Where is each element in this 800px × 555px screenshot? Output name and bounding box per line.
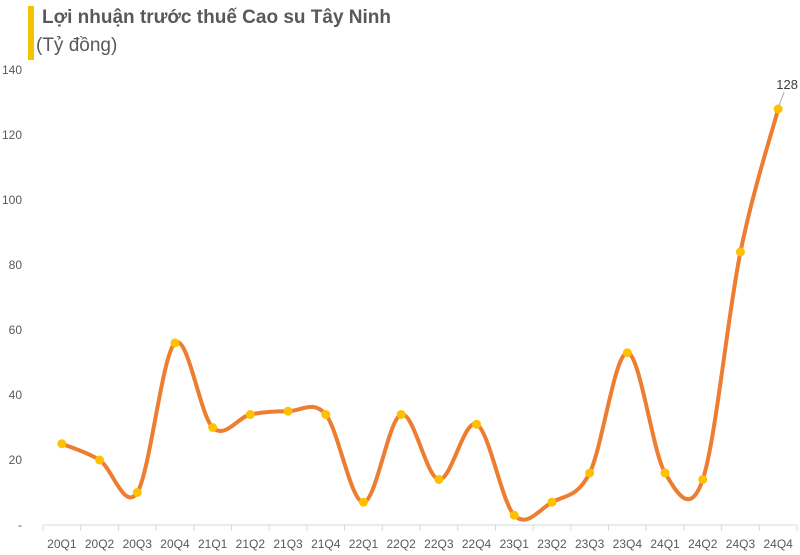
y-tick-label: 60 xyxy=(9,323,23,337)
data-point-21Q3 xyxy=(283,406,293,416)
data-point-20Q2 xyxy=(95,455,105,465)
data-point-22Q2 xyxy=(396,410,406,419)
x-tick-label: 24Q4 xyxy=(763,537,793,551)
data-point-23Q3 xyxy=(585,468,595,478)
x-tick-label: 21Q1 xyxy=(198,537,228,551)
chart-title: Lợi nhuận trước thuế Cao su Tây Ninh xyxy=(42,7,392,28)
data-label-24Q4: 128 xyxy=(776,77,798,92)
x-tick-label: 20Q2 xyxy=(85,537,115,551)
data-point-21Q1 xyxy=(208,423,218,432)
data-point-23Q2 xyxy=(547,497,557,507)
y-tick-label: - xyxy=(18,518,22,532)
data-point-24Q1 xyxy=(660,468,670,478)
x-tick-label: 20Q3 xyxy=(123,537,153,551)
data-point-22Q3 xyxy=(434,475,444,484)
y-tick-label: 40 xyxy=(9,388,23,402)
x-tick-label: 22Q2 xyxy=(386,537,416,551)
data-point-20Q3 xyxy=(132,488,142,497)
x-tick-label: 23Q2 xyxy=(537,537,567,551)
x-tick-label: 24Q3 xyxy=(726,537,756,551)
data-point-20Q1 xyxy=(57,439,67,449)
data-point-23Q4 xyxy=(622,348,632,358)
x-tick-label: 24Q2 xyxy=(688,537,718,551)
y-tick-label: 140 xyxy=(2,63,22,77)
x-tick-label: 21Q3 xyxy=(273,537,303,551)
data-point-22Q4 xyxy=(472,419,482,429)
x-tick-label: 23Q3 xyxy=(575,537,605,551)
data-labels: 128 xyxy=(776,77,798,106)
data-points xyxy=(57,104,783,520)
y-tick-label: 120 xyxy=(2,128,22,142)
x-axis: 20Q1 20Q2 20Q3 20Q4 21Q1 21Q2 21Q3 21Q4 22Q1 22Q2… xyxy=(42,524,798,551)
data-point-24Q3 xyxy=(735,247,745,257)
x-tick-label: 20Q4 xyxy=(160,537,190,551)
data-point-24Q2 xyxy=(698,475,708,484)
data-point-23Q1 xyxy=(509,510,519,520)
data-point-20Q4 xyxy=(170,338,180,348)
title-accent-bar xyxy=(28,6,34,60)
y-axis: - 20 40 60 80 100 120 140 xyxy=(2,63,22,532)
data-point-21Q2 xyxy=(245,410,255,419)
data-label-leader xyxy=(778,91,785,106)
x-tick-label: 20Q1 xyxy=(47,537,77,551)
y-tick-label: 20 xyxy=(9,453,23,467)
series-line xyxy=(59,107,781,522)
x-tick-label: 22Q1 xyxy=(349,537,379,551)
x-tick-label: 23Q4 xyxy=(613,537,643,551)
data-point-24Q4 xyxy=(773,104,783,114)
x-tick-label: 23Q1 xyxy=(500,537,530,551)
x-tick-label: 21Q2 xyxy=(236,537,266,551)
data-point-21Q4 xyxy=(321,410,331,419)
x-tick-label: 24Q1 xyxy=(650,537,680,551)
chart-unit-subtitle: (Tỷ đồng) xyxy=(36,35,118,56)
y-tick-label: 80 xyxy=(9,258,23,272)
x-tick-label: 22Q3 xyxy=(424,537,454,551)
x-tick-label: 21Q4 xyxy=(311,537,341,551)
x-tick-label: 22Q4 xyxy=(462,537,492,551)
data-point-22Q1 xyxy=(358,497,368,507)
y-tick-label: 100 xyxy=(2,193,22,207)
